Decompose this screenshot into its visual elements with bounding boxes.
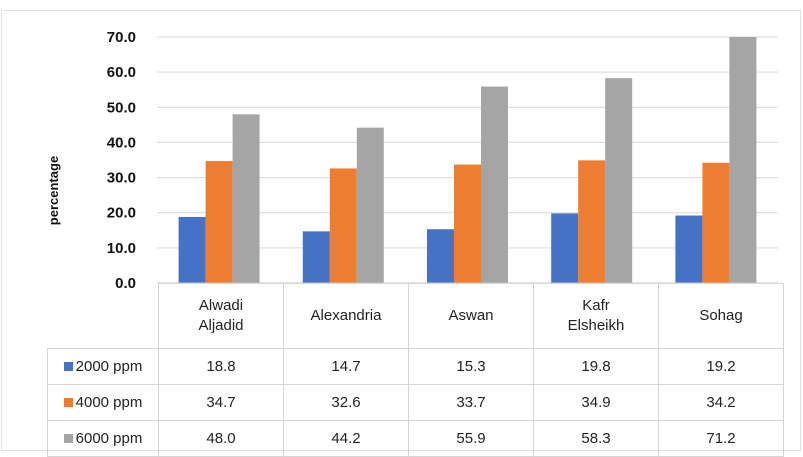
bar <box>329 168 357 283</box>
data-label: 58.3 <box>533 420 659 457</box>
bar <box>702 162 730 283</box>
legend-entry: 6000 ppm <box>47 420 159 457</box>
y-tick-label: 40.0 <box>107 134 136 151</box>
data-label: 14.7 <box>283 348 409 385</box>
data-label: 18.8 <box>158 348 284 385</box>
legend-entry: 4000 ppm <box>47 384 159 421</box>
y-tick-label: 60.0 <box>107 64 136 81</box>
category-label-line: Elsheikh <box>567 317 625 334</box>
table-corner <box>47 283 159 349</box>
data-label: 48.0 <box>158 420 284 457</box>
category-label-line: Sohag <box>699 307 743 324</box>
bar <box>232 114 260 283</box>
y-axis-label-wrap: percentage <box>14 130 94 250</box>
table-row: 2000 ppm 18.8 14.7 15.3 19.8 19.2 <box>47 348 784 385</box>
data-label: 71.2 <box>658 420 784 457</box>
data-table: Alwadi Aljadid Alexandria Aswan Kafr Elsheikh… <box>47 283 784 457</box>
bar <box>205 161 233 283</box>
bar <box>675 215 703 283</box>
category-label: Sohag <box>658 283 784 349</box>
legend-entry: 2000 ppm <box>47 348 159 385</box>
category-label-line: Kafr <box>582 297 610 314</box>
bar <box>427 229 454 283</box>
category-label: Alwadi Aljadid <box>158 283 284 349</box>
data-label: 34.7 <box>158 384 284 421</box>
bar <box>302 231 330 283</box>
y-tick-label: 70.0 <box>107 29 136 46</box>
category-label: Aswan <box>408 283 534 349</box>
bar <box>178 216 206 283</box>
category-label-line: Aswan <box>448 307 494 324</box>
table-row: 6000 ppm 48.0 44.2 55.9 58.3 71.2 <box>47 420 784 457</box>
bar <box>481 86 508 284</box>
series-name: 6000 ppm <box>75 430 143 447</box>
category-label: Alexandria <box>283 283 409 349</box>
data-label: 19.8 <box>533 348 659 385</box>
bar <box>729 37 757 283</box>
y-tick-label: 30.0 <box>107 170 136 187</box>
y-tick-label: 20.0 <box>107 205 136 222</box>
legend-swatch <box>63 398 73 407</box>
bar <box>578 160 606 283</box>
data-label: 19.2 <box>658 348 784 385</box>
y-axis-label: percentage <box>46 155 62 225</box>
data-label: 44.2 <box>283 420 409 457</box>
y-tick-label: 50.0 <box>107 99 136 116</box>
data-label: 32.6 <box>283 384 409 421</box>
bar <box>551 213 579 283</box>
category-label: Kafr Elsheikh <box>533 283 659 349</box>
legend-swatch <box>63 434 73 443</box>
y-tick-label: 10.0 <box>107 240 136 257</box>
series-name: 2000 ppm <box>75 358 143 375</box>
category-label-line: Aljadid <box>198 317 244 334</box>
data-label: 34.2 <box>658 384 784 421</box>
data-label: 33.7 <box>408 384 534 421</box>
category-label-line: Alexandria <box>310 307 382 324</box>
data-label: 55.9 <box>408 420 534 457</box>
data-label: 34.9 <box>533 384 659 421</box>
category-label-line: Alwadi <box>198 297 244 314</box>
bar <box>454 164 481 283</box>
table-row: 4000 ppm 34.7 32.6 33.7 34.9 34.2 <box>47 384 784 421</box>
legend-swatch <box>63 362 73 371</box>
bar <box>356 127 384 283</box>
data-label: 15.3 <box>408 348 534 385</box>
series-name: 4000 ppm <box>75 394 143 411</box>
bar <box>605 78 633 283</box>
